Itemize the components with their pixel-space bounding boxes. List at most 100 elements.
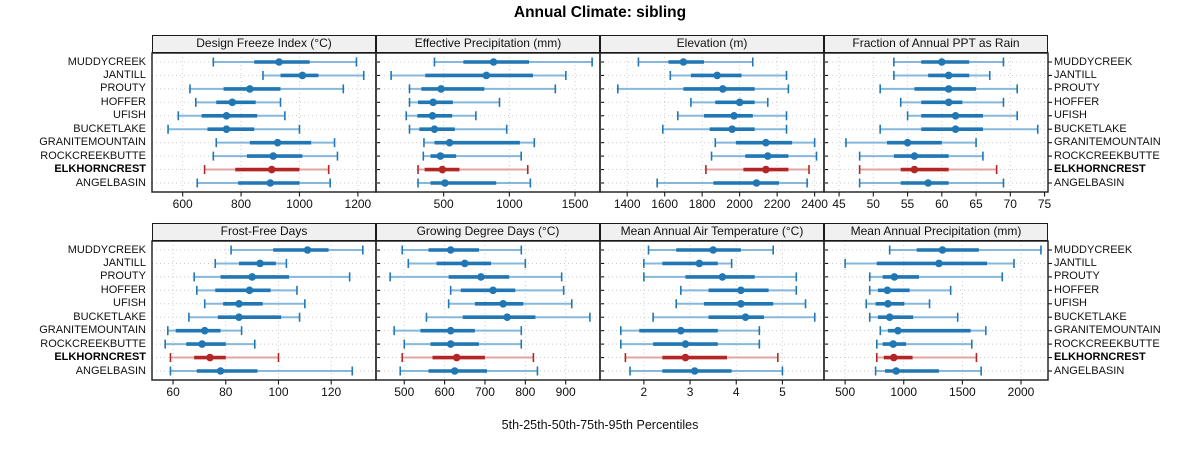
percentiles-caption: 5th-25th-50th-75th-95th Percentiles — [501, 418, 699, 432]
x-tick-label: 70 — [1003, 197, 1017, 211]
site-label-left-granitemountain: GRANITEMOUNTAIN — [39, 136, 146, 149]
percentile-row-jantill — [407, 258, 527, 268]
site-label-left-muddycreek: MUDDYCREEK — [67, 55, 146, 68]
site-label-right-elkhorncrest: ELKHORNCREST — [1054, 163, 1146, 176]
site-label-right-angelbasin: ANGELBASIN — [1054, 364, 1125, 377]
percentile-row-rockcreekbutte — [164, 339, 256, 349]
x-tick-label: 800 — [515, 385, 536, 399]
percentile-row-hoffer — [449, 285, 565, 295]
percentile-row-muddycreek — [212, 57, 358, 67]
site-label-left-angelbasin: ANGELBASIN — [75, 176, 146, 189]
site-label-right-granitemountain: GRANITEMOUNTAIN — [1054, 136, 1161, 149]
panel-header-fraction-of-annual-ppt-as-rain: Fraction of Annual PPT as Rain — [824, 35, 1048, 53]
site-label-left-prouty: PROUTY — [100, 270, 146, 283]
percentile-row-hoffer — [690, 97, 769, 107]
x-tick-label: 900 — [555, 385, 576, 399]
percentile-row-angelbasin — [629, 366, 784, 376]
x-tick-label: 1800 — [688, 197, 716, 211]
site-label-right-granitemountain: GRANITEMOUNTAIN — [1054, 324, 1161, 337]
x-tick-label: 60 — [166, 385, 180, 399]
x-tick-label: 1000 — [890, 385, 918, 399]
panel-header-mean-annual-precipitation-mm: Mean Annual Precipitation (mm) — [824, 223, 1048, 241]
percentile-row-bucketlake — [425, 312, 591, 322]
site-label-left-elkhorncrest: ELKHORNCREST — [54, 163, 146, 176]
x-tick-label: 1600 — [651, 197, 679, 211]
x-tick-label: 80 — [219, 385, 233, 399]
percentile-row-elkhorncrest — [858, 165, 998, 175]
percentile-row-elkhorncrest — [169, 353, 280, 363]
percentile-row-muddycreek — [433, 57, 593, 67]
percentile-row-ufish — [203, 299, 306, 309]
percentile-row-bucketlake — [879, 124, 1039, 134]
panel-plot-frost-free-days — [151, 240, 380, 385]
percentile-row-elkhorncrest — [875, 353, 978, 363]
percentile-row-prouty — [389, 272, 563, 282]
site-label-right-prouty: PROUTY — [1054, 82, 1100, 95]
x-tick-label: 1000 — [286, 197, 313, 211]
percentile-row-hoffer — [195, 97, 282, 107]
panel-plot-elevation-m — [599, 52, 828, 197]
percentile-row-angelbasin — [399, 366, 539, 376]
percentile-row-muddycreek — [893, 57, 1005, 67]
percentile-row-jantill — [390, 70, 567, 80]
percentile-row-muddycreek — [637, 57, 754, 67]
x-tick-label: 55 — [900, 197, 915, 211]
percentile-row-rockcreekbutte — [619, 339, 761, 349]
site-label-left-muddycreek: MUDDYCREEK — [67, 243, 146, 256]
percentile-row-granitemountain — [714, 138, 816, 148]
panel-plot-design-freeze-index-c — [151, 52, 380, 197]
x-tick-label: 2200 — [763, 197, 791, 211]
percentile-row-granitemountain — [423, 138, 536, 148]
x-tick-label: 5 — [779, 385, 786, 399]
panel-header-elevation-m: Elevation (m) — [600, 35, 824, 53]
percentile-row-ufish — [447, 299, 573, 309]
percentile-row-prouty — [868, 272, 1004, 282]
site-label-right-hoffer: HOFFER — [1054, 283, 1100, 296]
x-tick-label: 65 — [969, 197, 983, 211]
percentile-row-jantill — [844, 258, 1015, 268]
percentile-row-angelbasin — [858, 178, 1005, 188]
site-label-right-ufish: UFISH — [1054, 109, 1087, 122]
x-tick-label: 2000 — [1007, 385, 1035, 399]
x-tick-label: 1400 — [613, 197, 641, 211]
percentile-row-muddycreek — [888, 245, 1042, 255]
site-label-right-bucketlake: BUCKETLAKE — [1054, 122, 1127, 135]
x-tick-label: 120 — [321, 385, 342, 399]
percentile-row-angelbasin — [874, 366, 982, 376]
percentile-row-angelbasin — [656, 178, 808, 188]
panel-header-frost-free-days: Frost-Free Days — [152, 223, 376, 241]
percentile-row-rockcreekbutte — [422, 151, 522, 161]
percentile-row-elkhorncrest — [417, 165, 529, 175]
panel-plot-fraction-of-annual-ppt-as-rain — [823, 52, 1052, 197]
percentile-row-angelbasin — [417, 178, 532, 188]
site-label-right-hoffer: HOFFER — [1054, 95, 1100, 108]
percentile-row-granitemountain — [215, 138, 336, 148]
site-label-right-muddycreek: MUDDYCREEK — [1054, 55, 1133, 68]
percentile-row-jantill — [669, 70, 788, 80]
percentile-row-elkhorncrest — [401, 353, 535, 363]
x-tick-label: 2400 — [801, 197, 828, 211]
percentile-row-jantill — [262, 70, 365, 80]
site-label-right-elkhorncrest: ELKHORNCREST — [1054, 351, 1146, 364]
percentile-row-elkhorncrest — [203, 165, 330, 175]
site-label-left-rockcreekbutte: ROCKCREEKBUTTE — [40, 149, 146, 162]
site-label-left-angelbasin: ANGELBASIN — [75, 364, 146, 377]
percentile-row-muddycreek — [401, 245, 523, 255]
percentile-row-ufish — [906, 111, 1018, 121]
percentile-row-prouty — [879, 84, 1018, 94]
percentile-row-bucketlake — [652, 312, 816, 322]
site-label-left-granitemountain: GRANITEMOUNTAIN — [39, 324, 146, 337]
percentile-row-hoffer — [868, 285, 952, 295]
percentile-row-prouty — [408, 84, 557, 94]
x-tick-label: 500 — [835, 385, 856, 399]
site-label-left-bucketlake: BUCKETLAKE — [73, 122, 146, 135]
site-label-right-rockcreekbutte: ROCKCREEKBUTTE — [1054, 337, 1160, 350]
percentile-row-granitemountain — [619, 326, 761, 336]
percentile-row-angelbasin — [196, 178, 331, 188]
site-label-right-jantill: JANTILL — [1054, 68, 1097, 81]
site-label-left-bucketlake: BUCKETLAKE — [73, 310, 146, 323]
percentile-row-rockcreekbutte — [212, 151, 339, 161]
percentile-row-prouty — [193, 272, 351, 282]
percentile-row-rockcreekbutte — [710, 151, 818, 161]
